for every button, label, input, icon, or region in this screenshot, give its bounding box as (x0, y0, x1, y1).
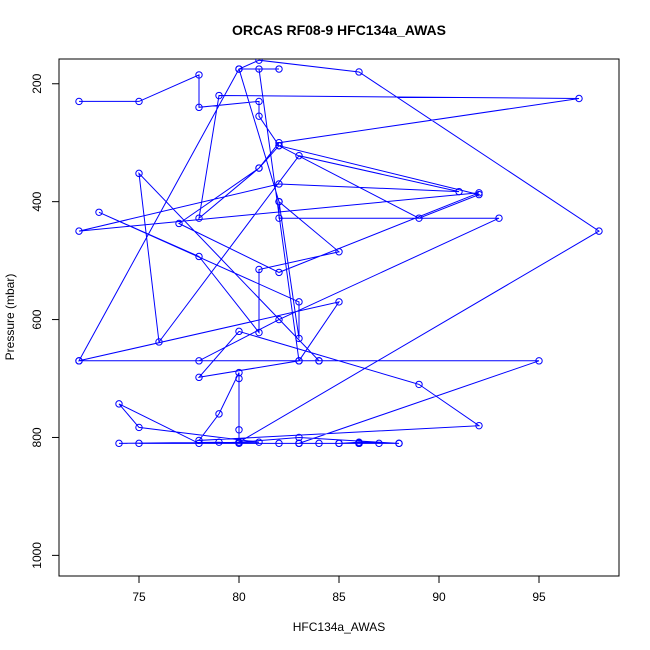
data-point (195, 439, 203, 448)
data-point (595, 227, 603, 235)
data-point (375, 439, 383, 448)
data-point (235, 327, 243, 336)
data-point (495, 214, 503, 222)
data-point (215, 438, 223, 446)
data-point (315, 357, 323, 365)
data-point (75, 227, 83, 235)
x-tick-label: 85 (332, 590, 346, 604)
data-point (415, 380, 423, 389)
x-axis-label: HFC134a_AWAS (293, 620, 385, 634)
data-point (235, 439, 243, 448)
data-point (255, 265, 263, 274)
data-point (235, 374, 243, 383)
data-point (295, 298, 303, 306)
data-point (395, 439, 403, 448)
data-point (195, 357, 203, 365)
data-point (75, 97, 83, 106)
x-tick-label: 90 (432, 590, 446, 604)
data-point (95, 208, 103, 216)
data-point (315, 439, 323, 448)
y-tick-label: 1000 (30, 542, 44, 569)
data-point (215, 410, 223, 418)
data-point (295, 433, 303, 442)
x-tick-label: 95 (532, 590, 546, 604)
data-point (135, 439, 143, 448)
plot-area-frame (58, 58, 620, 577)
x-tick-label: 80 (232, 590, 246, 604)
data-point (335, 439, 343, 448)
data-point (535, 357, 543, 365)
data-point (195, 214, 203, 222)
data-point (195, 103, 203, 112)
data-point (255, 97, 263, 106)
data-point (275, 197, 283, 206)
data-point (415, 214, 423, 222)
data-point (235, 65, 243, 73)
data-point (455, 187, 463, 196)
data-point (175, 219, 183, 228)
chart-title: ORCAS RF08-9 HFC134a_AWAS (232, 22, 446, 38)
data-point (155, 338, 163, 346)
data-point (295, 357, 303, 365)
data-point (75, 357, 83, 365)
data-point (235, 368, 243, 377)
data-point (295, 151, 303, 160)
data-point (195, 436, 203, 445)
data-point (235, 426, 243, 434)
data-point (255, 65, 263, 73)
data-point (195, 373, 203, 382)
data-point (275, 65, 283, 73)
data-point (255, 112, 263, 120)
data-point (335, 248, 343, 256)
data-point (575, 94, 583, 103)
data-point (475, 421, 483, 430)
data-point (275, 139, 283, 147)
data-point (275, 141, 283, 150)
data-point (275, 180, 283, 188)
data-point (135, 169, 143, 178)
data-point (255, 438, 263, 446)
data-point (255, 164, 263, 172)
data-point (195, 71, 203, 79)
data-point (335, 298, 343, 306)
data-point (255, 59, 263, 64)
y-axis-label: Pressure (mbar) (3, 274, 17, 361)
data-point (355, 438, 363, 446)
y-tick-label: 800 (30, 427, 44, 447)
data-point (255, 328, 263, 337)
data-point (115, 439, 123, 448)
data-series (75, 59, 603, 448)
data-point (215, 91, 223, 100)
data-point (355, 68, 363, 76)
data-point (275, 315, 283, 324)
data-point (275, 439, 283, 448)
x-axis: 75 80 85 90 95 (132, 575, 546, 604)
data-point (135, 423, 143, 432)
y-tick-label: 200 (30, 73, 44, 93)
data-point (275, 214, 283, 222)
y-axis: 200 400 600 800 1000 (30, 73, 60, 569)
data-point (275, 268, 283, 277)
y-tick-label: 600 (30, 309, 44, 329)
data-point (295, 439, 303, 448)
series-line (78, 59, 600, 444)
y-tick-label: 400 (30, 191, 44, 211)
data-point (295, 334, 303, 343)
data-point (135, 97, 143, 106)
x-tick-label: 75 (132, 590, 146, 604)
data-point (115, 400, 123, 408)
data-point (475, 189, 483, 197)
data-point (195, 252, 203, 261)
